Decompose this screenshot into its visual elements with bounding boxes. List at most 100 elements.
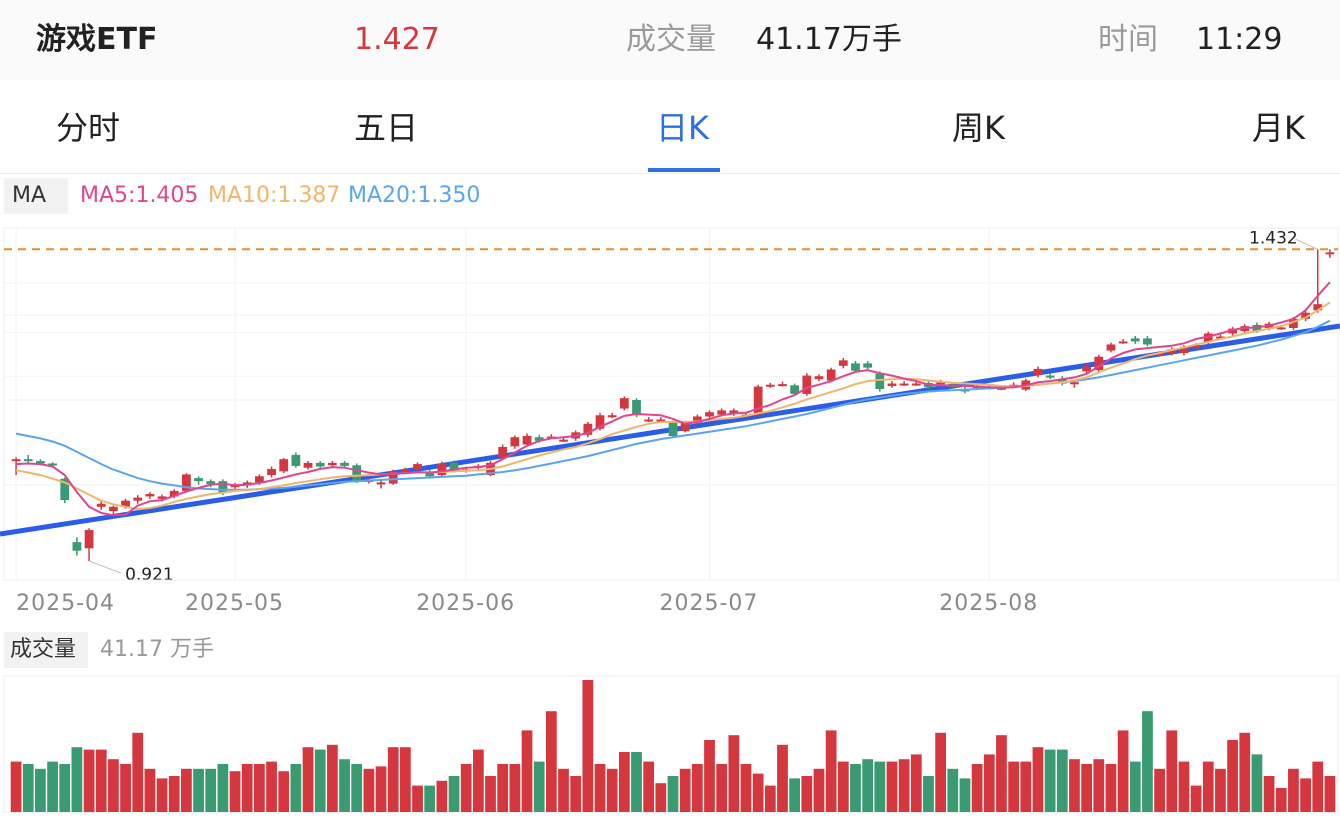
volume-bar <box>813 768 825 812</box>
volume-bar <box>983 754 995 812</box>
volume-bar <box>1008 761 1020 812</box>
volume-bar <box>10 761 22 812</box>
candle-body <box>1155 353 1164 356</box>
ma-legend: MA MA5:1.405 MA10:1.387 MA20:1.350 <box>0 178 1340 214</box>
candle-body <box>72 542 82 551</box>
volume-bar <box>83 749 95 812</box>
volume-bar <box>1166 730 1178 812</box>
volume-bar <box>1154 768 1165 812</box>
volume-bar <box>1020 761 1032 812</box>
active-tab-indicator <box>648 168 720 172</box>
volume-bar <box>1202 761 1214 812</box>
ma5-line <box>16 281 1331 517</box>
volume-bar <box>1239 732 1251 812</box>
max-price-label: 1.432 <box>1249 228 1298 248</box>
volume-bar <box>1324 776 1336 812</box>
tab-five-day[interactable]: 五日 <box>354 109 419 147</box>
candle-body <box>11 459 21 462</box>
x-tick-label: 2025-06 <box>416 591 515 616</box>
tab-monthly-k[interactable]: 月K <box>1252 109 1305 147</box>
candle-body <box>692 416 702 423</box>
max-price-pointer <box>1295 238 1318 250</box>
x-axis: 2025-04 2025-05 2025-06 2025-07 2025-08 <box>4 579 1338 616</box>
candle-body <box>1191 345 1201 348</box>
volume-bar <box>254 764 265 812</box>
volume-bar <box>935 732 947 812</box>
candle-body <box>607 415 617 418</box>
ma10-legend: MA10:1.387 <box>208 183 341 208</box>
volume-bar <box>1056 749 1068 812</box>
volume-bar <box>837 761 849 812</box>
volume-bar <box>399 747 411 812</box>
volume-bar <box>996 735 1007 812</box>
candle-body <box>619 398 629 409</box>
candle-body <box>388 471 398 484</box>
candle-body <box>790 385 800 394</box>
volume-bar <box>1044 749 1056 812</box>
candle-body <box>194 478 203 482</box>
candle-body <box>1216 336 1225 339</box>
volume-bar <box>874 761 886 812</box>
volume-bar <box>898 759 910 812</box>
volume-bar <box>509 764 521 812</box>
volume-bar <box>144 768 156 812</box>
candle-body <box>36 461 45 464</box>
volume-bar <box>1117 730 1129 812</box>
volume-bar <box>47 761 58 812</box>
time-value: 11:29 <box>1196 22 1283 57</box>
candle-body <box>96 503 106 507</box>
x-tick-label: 2025-04 <box>16 591 115 616</box>
volume-bar <box>472 749 484 812</box>
candle-body <box>1070 382 1079 385</box>
candle-body <box>522 436 532 445</box>
candle-body <box>267 468 276 476</box>
volume-bar <box>71 747 83 812</box>
candle-body <box>717 410 727 415</box>
candle-body <box>84 529 94 549</box>
candle-body <box>1094 356 1104 371</box>
volume-bar <box>959 778 971 812</box>
volume-bar <box>1263 776 1275 812</box>
volume-bar <box>1300 778 1311 812</box>
candle-body <box>425 471 435 477</box>
volume-bar <box>229 771 241 812</box>
volume-bar <box>205 768 217 812</box>
volume-bar <box>326 744 338 812</box>
min-price-pointer <box>88 560 122 574</box>
volume-bar <box>181 768 192 812</box>
candle-body <box>753 386 763 415</box>
tab-weekly-k[interactable]: 周K <box>952 109 1005 147</box>
candle-body <box>632 400 641 416</box>
min-price-label: 0.921 <box>125 565 174 585</box>
candle-body <box>887 383 897 386</box>
volume-bar <box>278 771 290 812</box>
volume-bar <box>375 766 387 812</box>
candle-body <box>778 384 787 387</box>
volume-bar <box>1142 711 1153 812</box>
tab-intraday[interactable]: 分时 <box>56 109 121 147</box>
volume-bar <box>168 776 180 812</box>
candle-body <box>875 373 885 390</box>
candle-body <box>1082 366 1091 372</box>
candle-body <box>1203 333 1213 343</box>
volume-bar <box>618 752 630 812</box>
ma10-line <box>15 301 1331 511</box>
ma-indicator-tag[interactable]: MA <box>4 178 68 214</box>
volume-bar <box>1069 759 1080 812</box>
quote-header: 游戏ETF 1.427 成交量 41.17万手 时间 11:29 <box>0 0 1340 80</box>
candle-body <box>1313 304 1323 311</box>
volume-bar <box>1129 761 1141 812</box>
volume-bar <box>1190 785 1202 812</box>
time-label: 时间 <box>1098 22 1158 57</box>
volume-bar <box>351 764 363 812</box>
volume-bar <box>460 764 472 812</box>
volume-bar <box>910 754 922 812</box>
volume-bar <box>545 711 557 812</box>
x-tick-label: 2025-05 <box>185 591 284 616</box>
candle-body <box>376 482 386 485</box>
candle-body <box>327 462 337 466</box>
volume-bar <box>1227 740 1238 812</box>
tab-daily-k[interactable]: 日K <box>656 109 709 147</box>
volume-indicator-tag[interactable]: 成交量 <box>4 632 88 668</box>
